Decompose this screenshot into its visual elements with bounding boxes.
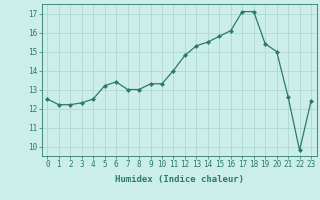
X-axis label: Humidex (Indice chaleur): Humidex (Indice chaleur) (115, 175, 244, 184)
